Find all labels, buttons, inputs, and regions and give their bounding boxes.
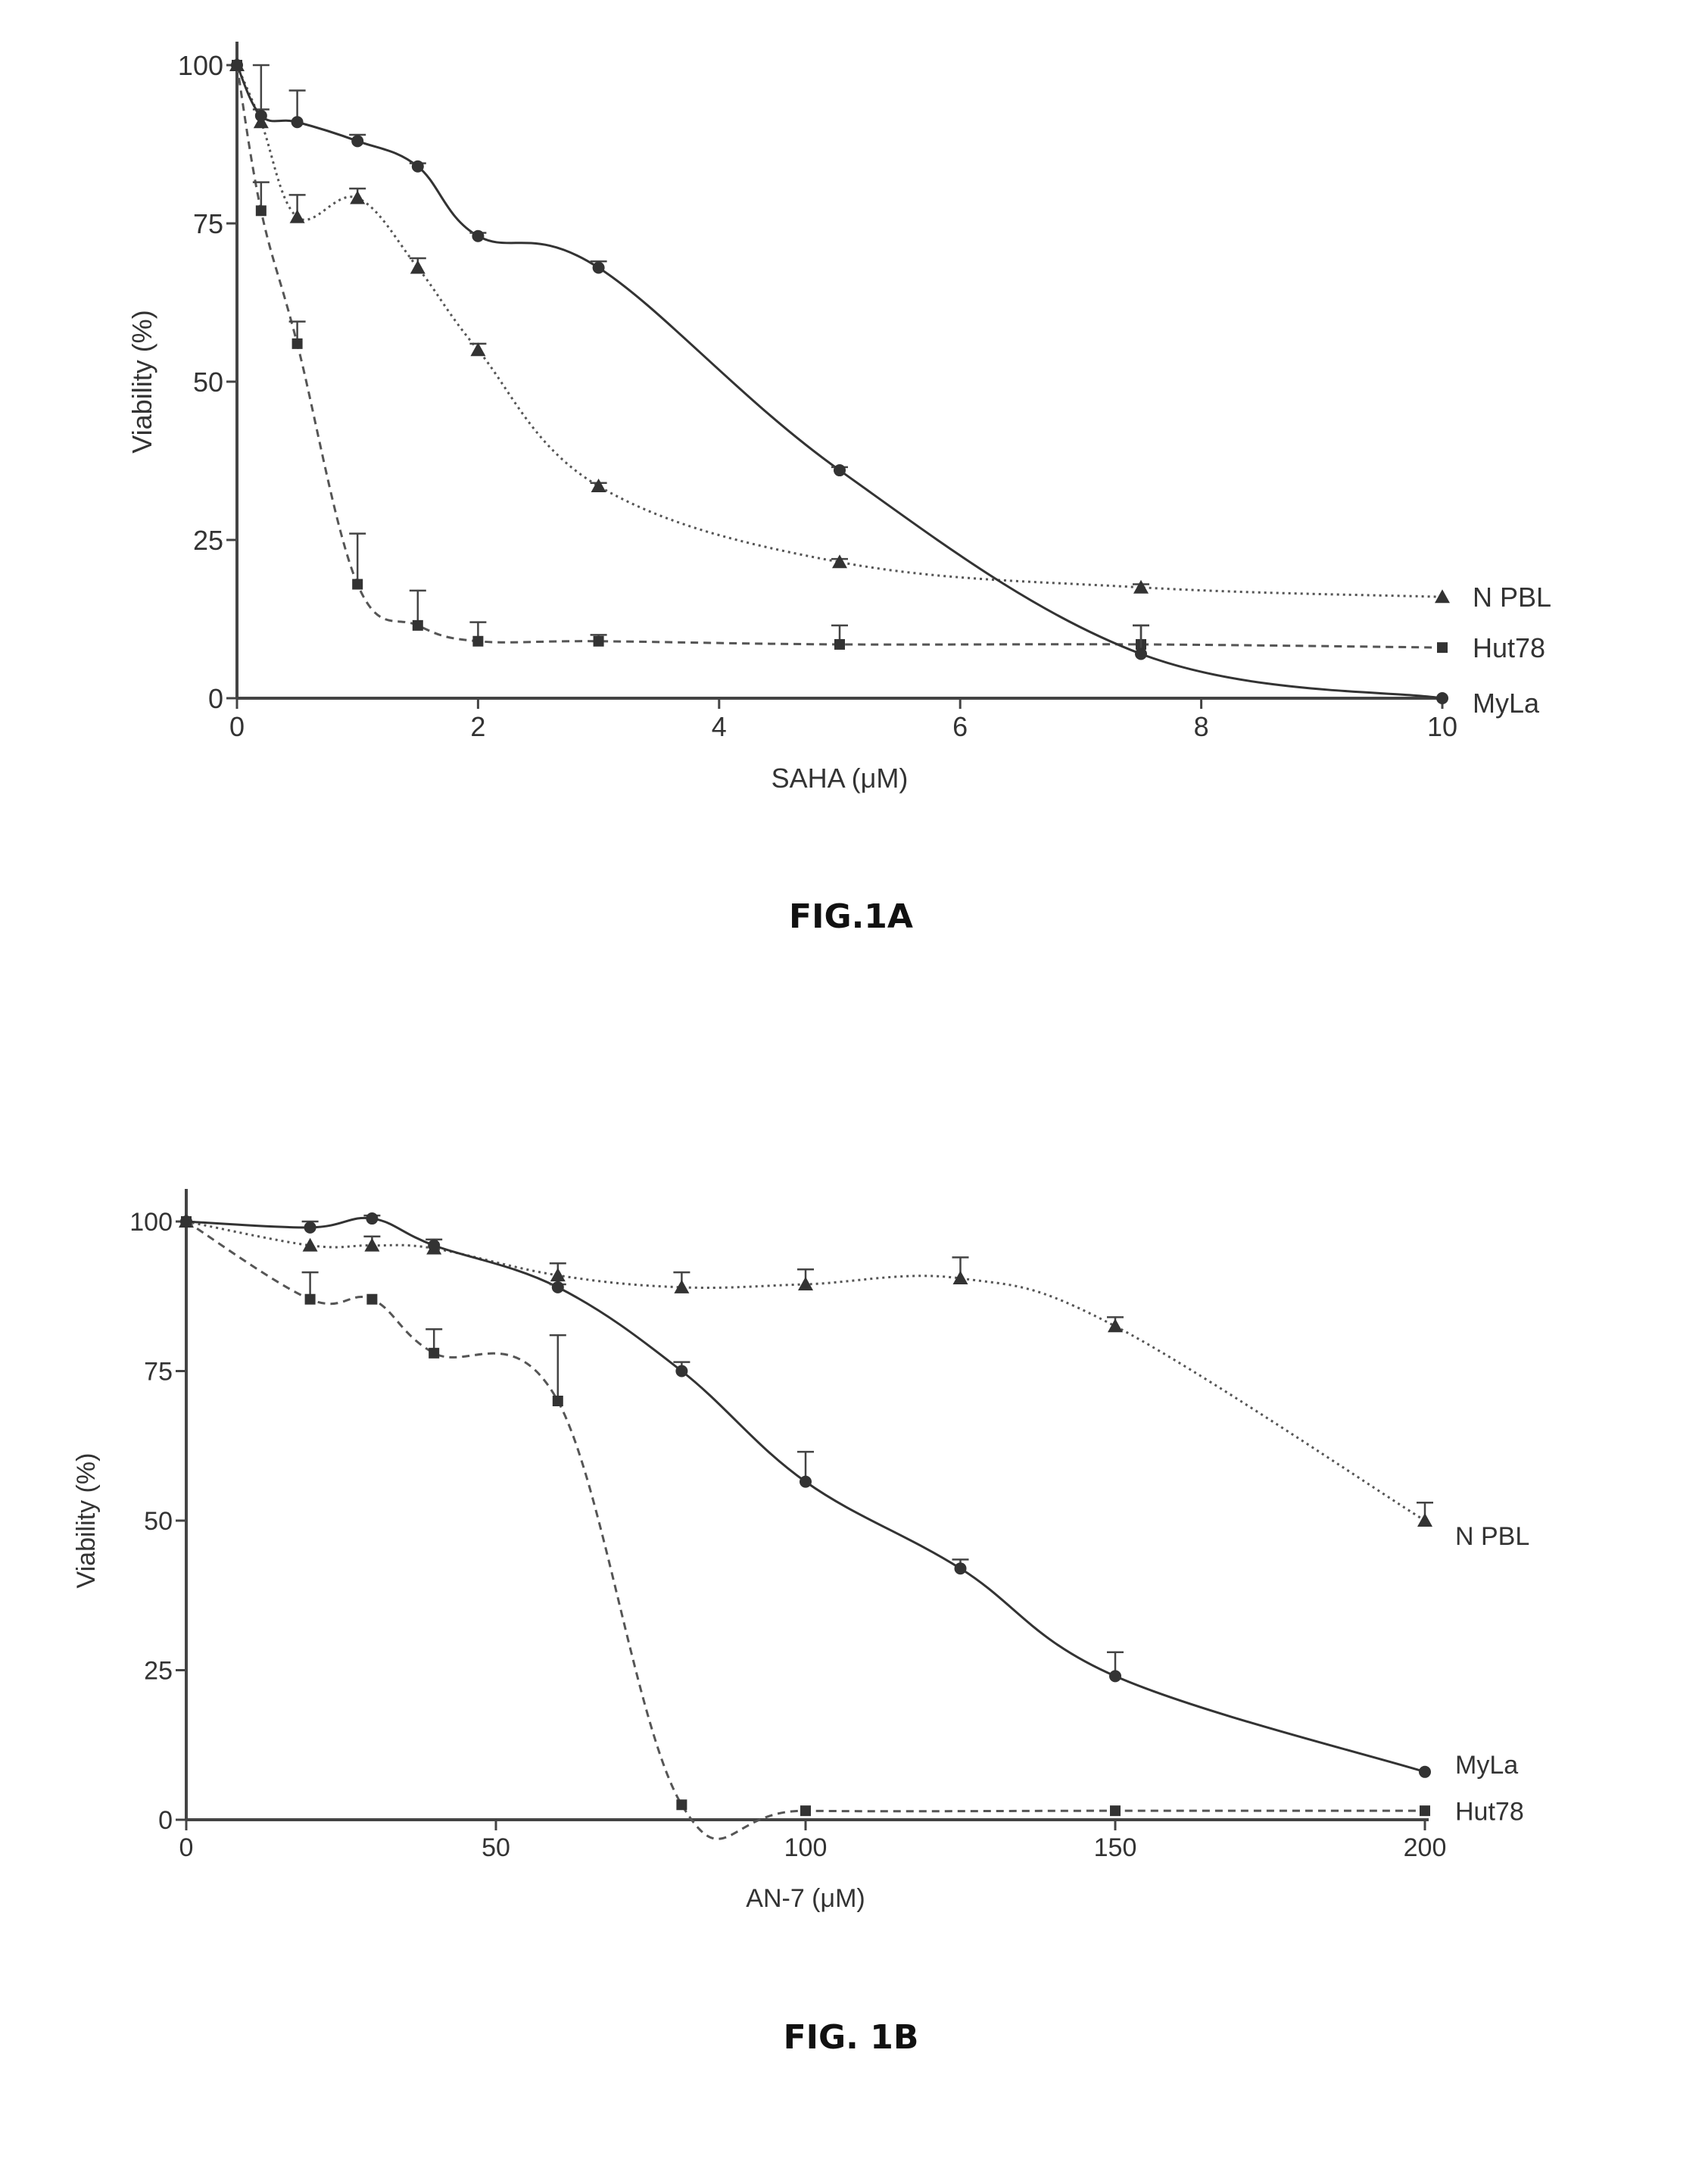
data-point (351, 135, 363, 147)
data-point (292, 339, 303, 349)
figure-1b: 0 25 50 75 100 0 50 100 150 200 AN-7 (μM) Viability… (0, 1060, 1702, 1969)
data-point (472, 230, 484, 242)
figure-1a-caption: FIG.1A (0, 897, 1702, 936)
figure-1b-caption: FIG. 1B (0, 2018, 1702, 2057)
data-point (181, 1216, 192, 1227)
data-point (1436, 692, 1448, 704)
chart-figure-1a: 0 25 50 75 100 0 2 4 6 8 10 SAHA (μM) Viability (%) N… (0, 0, 1702, 833)
x-axis-label: SAHA (μM) (772, 763, 909, 794)
data-point (352, 579, 363, 590)
data-point (594, 636, 604, 647)
series-n-pbl: N PBL (229, 58, 1551, 613)
data-point (834, 464, 846, 476)
data-point (231, 59, 243, 71)
data-point (255, 110, 267, 122)
x-axis-label: AN-7 (μM) (746, 1884, 865, 1913)
data-point (413, 620, 423, 631)
data-point (1109, 1670, 1121, 1682)
x-tick-label: 200 (1404, 1833, 1447, 1862)
x-tick-label: 8 (1194, 711, 1209, 742)
data-point (800, 1805, 811, 1816)
y-tick-label: 50 (144, 1507, 173, 1536)
data-point (1419, 1766, 1431, 1778)
y-tick-label: 75 (193, 208, 223, 239)
data-point (675, 1365, 687, 1377)
error-bar (349, 534, 366, 585)
data-point (1417, 1513, 1432, 1527)
y-tick-label: 50 (193, 367, 223, 398)
chart-figure-1b: 0 25 50 75 100 0 50 100 150 200 AN-7 (μM) Viability… (0, 1060, 1702, 1969)
data-point (832, 554, 847, 568)
data-point (290, 210, 305, 223)
x-tick-label: 100 (784, 1833, 828, 1862)
data-point (591, 479, 606, 492)
y-tick-label: 25 (144, 1657, 173, 1686)
data-point (800, 1476, 812, 1488)
data-point (955, 1562, 967, 1574)
data-point (305, 1294, 316, 1305)
y-tick-label: 0 (158, 1806, 173, 1835)
y-tick-label: 0 (208, 683, 223, 714)
data-point (834, 639, 845, 650)
series-label-myla: MyLa (1455, 1751, 1518, 1780)
data-point (1135, 647, 1147, 660)
data-point (291, 116, 304, 128)
data-point (472, 636, 483, 647)
series-line-n-pbl (237, 65, 1442, 597)
x-tick-label: 0 (229, 711, 245, 742)
y-tick-label: 25 (193, 525, 223, 556)
data-point (1108, 1318, 1123, 1332)
data-point (674, 1280, 689, 1293)
y-tick-label: 100 (129, 1208, 173, 1237)
y-tick-label: 100 (178, 50, 223, 81)
data-point (1437, 642, 1448, 653)
series-label-hut78: Hut78 (1455, 1797, 1524, 1826)
data-point (429, 1348, 439, 1359)
data-point (553, 1396, 563, 1406)
data-point (304, 1221, 316, 1234)
series-myla: MyLa (180, 1212, 1518, 1780)
series-label-n-pbl: N PBL (1455, 1522, 1529, 1551)
series-label-n-pbl: N PBL (1473, 582, 1551, 613)
data-point (676, 1799, 687, 1810)
x-tick-label: 4 (712, 711, 727, 742)
data-point (1435, 589, 1450, 603)
series-line-hut78 (186, 1221, 1425, 1839)
data-point (593, 262, 605, 274)
x-tick-label: 150 (1094, 1833, 1137, 1862)
y-tick-label: 75 (144, 1358, 173, 1387)
data-point (303, 1238, 318, 1252)
x-tick-label: 10 (1427, 711, 1457, 742)
data-point (428, 1240, 440, 1252)
data-point (366, 1212, 378, 1225)
data-point (1133, 580, 1149, 594)
x-tick-label: 6 (952, 711, 968, 742)
series-myla: MyLa (231, 59, 1540, 719)
data-point (552, 1281, 564, 1293)
x-tick-label: 50 (482, 1833, 510, 1862)
series-hut78: Hut78 (232, 60, 1545, 663)
data-point (1420, 1805, 1430, 1816)
data-point (256, 205, 267, 216)
series-label-myla: MyLa (1473, 688, 1540, 719)
data-point (1110, 1805, 1121, 1816)
x-tick-label: 0 (179, 1833, 194, 1862)
figure-1a: 0 25 50 75 100 0 2 4 6 8 10 SAHA (μM) Viability (%) N… (0, 0, 1702, 833)
y-axis-label: Viability (%) (72, 1453, 101, 1589)
data-point (412, 161, 424, 173)
series-n-pbl: N PBL (179, 1214, 1529, 1551)
x-tick-label: 2 (470, 711, 485, 742)
series-label-hut78: Hut78 (1473, 632, 1545, 663)
data-point (550, 1268, 566, 1281)
y-axis-label: Viability (%) (126, 310, 157, 453)
series-hut78: Hut78 (181, 1216, 1524, 1839)
data-point (366, 1294, 377, 1305)
